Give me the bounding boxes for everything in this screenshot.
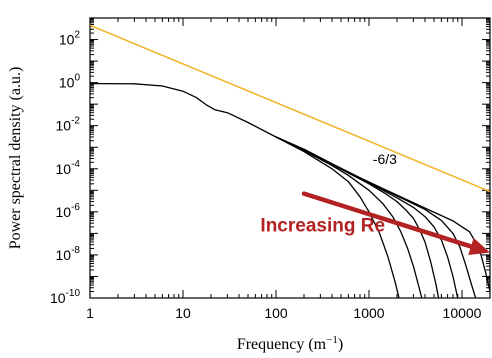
y-tick-label: 10-4 [56,159,81,177]
plot-frame [89,17,491,299]
x-tick-label: 100 [264,305,288,321]
reference-slope-line [90,24,490,193]
y-tick-label: 10-10 [50,288,80,306]
y-tick-labels: 102 100 10-2 10-4 10-6 10-8 10-10 [50,30,80,306]
x-tick-labels: 1 10 100 1000 10000 [86,305,482,321]
slope-label: -6/3 [373,151,397,167]
y-tick-label: 10-2 [56,116,81,134]
x-tick-label: 10000 [443,305,482,321]
y-tick-label: 10-6 [56,202,81,220]
series-line [275,136,423,298]
x-tick-label: 1000 [353,305,384,321]
arrow-shaft [301,191,474,249]
series-line [90,82,400,298]
axis-ticks [89,17,491,299]
plot-area [90,24,490,298]
y-axis-title: Power spectral density (a.u.) [7,67,24,250]
y-tick-label: 10-8 [56,245,81,263]
x-tick-label: 1 [86,305,94,321]
y-tick-label: 100 [59,73,81,91]
reference-line [90,24,490,193]
arrow-head [468,237,490,256]
annotations: -6/3 Increasing Re [260,151,397,237]
trend-arrow [301,191,490,256]
x-axis-title: Frequency (m−1) [237,334,343,353]
spectrum-curves [90,82,490,298]
increasing-re-label: Increasing Re [260,216,385,237]
y-tick-label: 102 [59,30,81,48]
series-line [275,136,490,292]
x-tick-label: 10 [175,305,191,321]
